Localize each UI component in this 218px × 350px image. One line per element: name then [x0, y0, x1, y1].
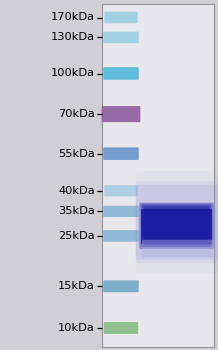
Text: 55kDa: 55kDa [58, 149, 95, 159]
FancyBboxPatch shape [136, 171, 217, 274]
FancyBboxPatch shape [104, 322, 138, 334]
FancyBboxPatch shape [103, 206, 139, 217]
Text: 70kDa: 70kDa [58, 109, 95, 119]
Text: 25kDa: 25kDa [58, 231, 95, 241]
FancyBboxPatch shape [103, 67, 139, 80]
Text: 100kDa: 100kDa [51, 69, 95, 78]
Text: 170kDa: 170kDa [51, 13, 95, 22]
Text: 15kDa: 15kDa [58, 281, 95, 291]
FancyBboxPatch shape [136, 185, 217, 260]
FancyBboxPatch shape [142, 240, 214, 257]
FancyBboxPatch shape [104, 185, 138, 196]
FancyBboxPatch shape [141, 204, 212, 247]
FancyBboxPatch shape [141, 209, 212, 244]
FancyBboxPatch shape [103, 280, 139, 292]
FancyBboxPatch shape [144, 206, 209, 245]
FancyBboxPatch shape [136, 181, 217, 263]
FancyBboxPatch shape [103, 147, 139, 160]
Text: 40kDa: 40kDa [58, 186, 95, 196]
FancyBboxPatch shape [139, 203, 214, 249]
Text: 130kDa: 130kDa [51, 33, 95, 42]
FancyBboxPatch shape [102, 106, 140, 122]
FancyBboxPatch shape [103, 32, 139, 43]
FancyBboxPatch shape [103, 230, 139, 241]
Text: 10kDa: 10kDa [58, 323, 95, 333]
Bar [102, 4, 214, 346]
FancyBboxPatch shape [104, 12, 138, 23]
Text: 35kDa: 35kDa [58, 206, 95, 216]
